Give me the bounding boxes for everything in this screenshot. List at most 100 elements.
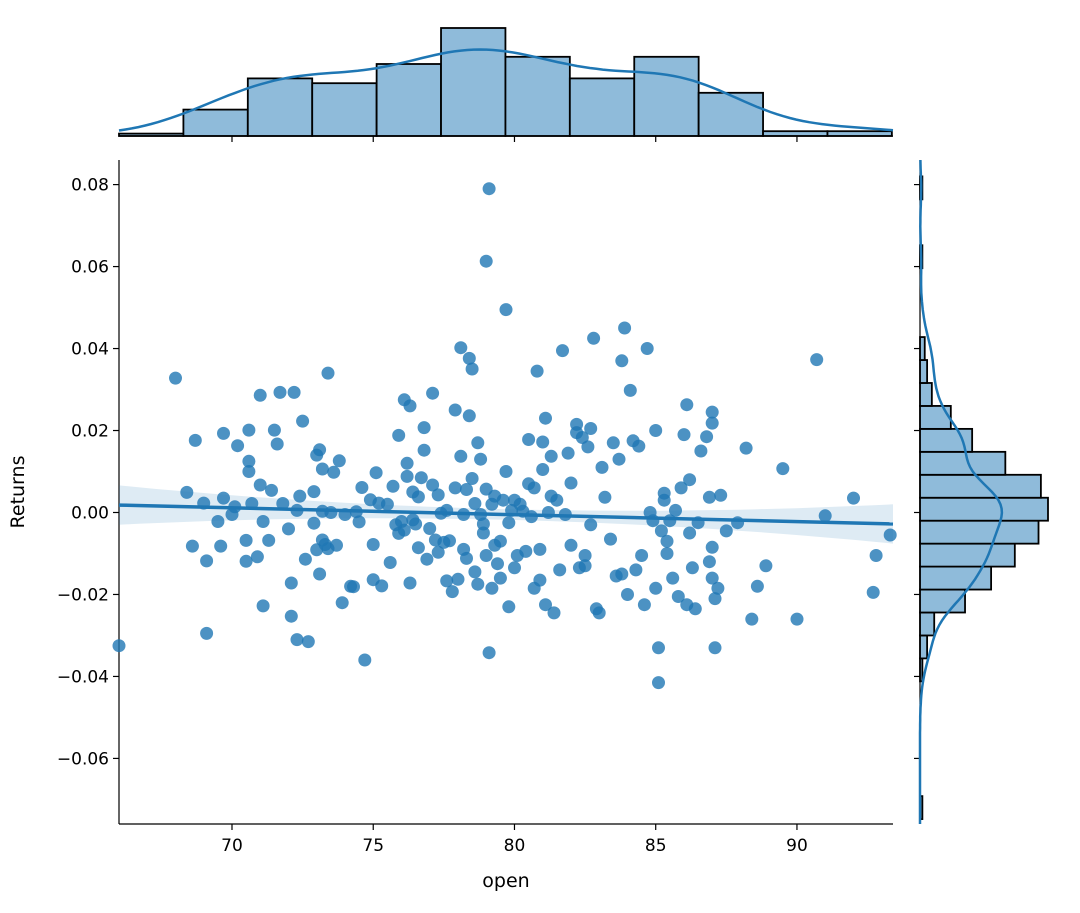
scatter-point: [612, 452, 626, 466]
scatter-point: [355, 481, 369, 494]
scatter-point: [451, 572, 465, 586]
scatter-point: [242, 423, 256, 437]
scatter-point: [536, 463, 550, 476]
scatter-point: [810, 353, 824, 367]
scatter-point: [527, 481, 541, 495]
top-kde-curve: [118, 48, 894, 132]
scatter-point: [290, 633, 304, 647]
scatter-point: [683, 473, 697, 487]
top-marginal-histogram: [118, 27, 894, 142]
scatter-point: [417, 421, 431, 435]
scatter-point: [188, 433, 202, 447]
scatter-point: [321, 366, 335, 380]
scatter-point: [352, 515, 366, 529]
top-hist-bar: [826, 130, 893, 137]
scatter-point: [705, 405, 719, 419]
scatter-point: [420, 552, 434, 566]
scatter-point: [358, 653, 372, 667]
scatter-point: [575, 431, 589, 444]
scatter-point: [530, 364, 544, 378]
scatter-point: [479, 549, 493, 562]
scatter-point: [482, 646, 496, 660]
scatter-point: [550, 493, 564, 507]
scatter-point: [683, 526, 697, 540]
scatter-point: [499, 303, 513, 317]
right-hist-bar: [919, 405, 952, 430]
scatter-point: [649, 581, 663, 595]
scatter-point: [533, 573, 547, 587]
scatter-point: [217, 491, 230, 505]
scatter-point: [493, 571, 507, 585]
scatter-point: [519, 544, 533, 558]
scatter-point: [578, 549, 592, 562]
scatter-point: [250, 550, 264, 564]
scatter-point: [883, 528, 897, 542]
scatter-point: [200, 626, 214, 640]
scatter-point: [502, 600, 516, 614]
right-kde-curve: [918, 159, 1004, 824]
scatter-point: [705, 540, 719, 554]
scatter-point: [640, 342, 654, 355]
scatter-point: [284, 609, 298, 623]
scatter-point: [426, 478, 440, 492]
scatter-point: [702, 555, 716, 569]
scatter-point: [674, 481, 688, 495]
scatter-point: [296, 414, 310, 428]
scatter-point: [680, 398, 694, 412]
x-axis-label: open: [482, 870, 529, 892]
scatter-point: [301, 635, 315, 649]
scatter-point: [471, 577, 485, 591]
scatter-point: [200, 554, 214, 568]
scatter-point: [211, 515, 225, 528]
scatter-point: [327, 465, 341, 479]
y-tick-label: 0.00: [71, 503, 109, 523]
scatter-point: [618, 321, 632, 335]
scatter-point: [431, 545, 445, 559]
scatter-point: [708, 641, 722, 655]
scatter-point: [714, 488, 728, 502]
scatter-point: [776, 462, 790, 476]
scatter-point: [739, 441, 753, 455]
scatter-point: [669, 503, 682, 517]
scatter-point: [866, 585, 880, 599]
scatter-point: [677, 428, 691, 442]
scatter-point: [719, 524, 733, 538]
scatter-point: [465, 362, 479, 376]
scatter-point: [383, 556, 397, 569]
x-tick-label: 80: [504, 836, 526, 856]
scatter-point: [460, 551, 473, 565]
scatter-point: [654, 524, 668, 538]
y-axis-label: Returns: [7, 456, 29, 529]
scatter-point: [508, 561, 521, 575]
scatter-point: [615, 567, 629, 581]
scatter-point: [502, 516, 516, 530]
top-hist-bar: [182, 108, 249, 137]
scatter-point: [443, 534, 456, 548]
right-hist-bar: [919, 473, 1042, 499]
top-hist-bar: [311, 82, 378, 137]
scatter-point: [460, 483, 473, 496]
scatter-point: [335, 596, 349, 610]
scatter-point: [471, 436, 485, 450]
scatter-point: [462, 351, 476, 365]
scatter-point: [479, 254, 493, 268]
scatter-point: [315, 462, 329, 476]
scatter-point: [431, 488, 445, 502]
scatter-point: [649, 424, 663, 437]
scatter-point: [409, 517, 423, 531]
scatter-point: [474, 452, 488, 466]
right-hist-bar: [919, 611, 936, 637]
scatter-point: [468, 565, 482, 579]
scatter-point: [694, 444, 708, 458]
scatter-point: [256, 599, 270, 613]
scatter-point: [646, 514, 660, 528]
x-tick-label: 75: [362, 836, 384, 856]
scatter-point: [702, 490, 716, 504]
scatter-point: [869, 549, 883, 562]
scatter-point: [705, 571, 719, 585]
scatter-point: [411, 541, 425, 555]
scatter-point: [491, 557, 504, 571]
scatter-point: [324, 506, 338, 519]
right-hist-bar: [919, 382, 933, 407]
scatter-point: [242, 465, 256, 478]
